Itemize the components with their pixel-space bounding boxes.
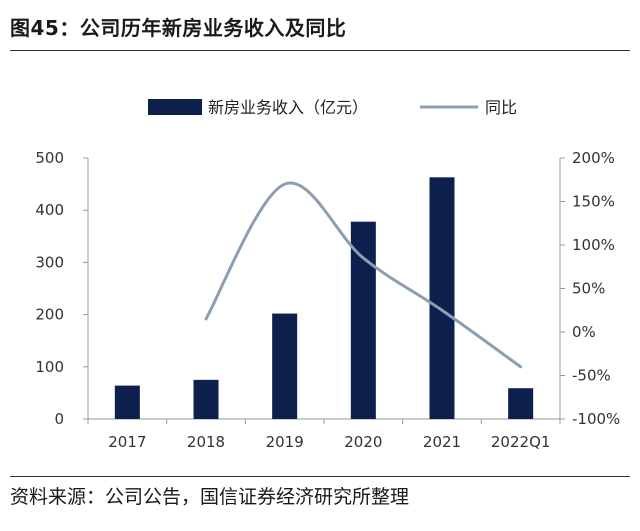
axes bbox=[83, 157, 565, 424]
line-series bbox=[204, 181, 523, 369]
figure-title: 图45：公司历年新房业务收入及同比 bbox=[10, 16, 347, 40]
tick-labels: 0 100 200 300 400 500 -100% -50% 0% 50% 100% 150% 20… bbox=[35, 149, 620, 451]
right-tick-label: 100% bbox=[572, 236, 615, 254]
title-divider bbox=[10, 50, 630, 51]
bar bbox=[272, 313, 298, 419]
legend-line-label: 同比 bbox=[485, 98, 517, 117]
legend: 新房业务收入（亿元） 同比 bbox=[148, 98, 517, 117]
left-tick-label: 0 bbox=[54, 410, 64, 428]
x-tick-label: 2020 bbox=[344, 433, 382, 451]
yoy-line bbox=[204, 181, 523, 369]
right-tick-label: -50% bbox=[572, 367, 611, 385]
source-note: 资料来源：公司公告，国信证券经济研究所整理 bbox=[10, 486, 410, 508]
left-tick-label: 500 bbox=[35, 149, 64, 167]
legend-bar-swatch bbox=[148, 99, 202, 115]
bar bbox=[350, 221, 376, 419]
left-tick-label: 400 bbox=[35, 201, 64, 219]
x-tick-label: 2022Q1 bbox=[491, 433, 551, 451]
right-tick-label: 50% bbox=[572, 280, 605, 298]
left-tick-label: 100 bbox=[35, 358, 64, 376]
bar-series bbox=[114, 177, 534, 419]
bar bbox=[114, 385, 140, 419]
legend-bar-label: 新房业务收入（亿元） bbox=[208, 98, 368, 117]
right-tick-label: 200% bbox=[572, 149, 615, 167]
bar bbox=[429, 177, 455, 419]
x-tick-label: 2018 bbox=[187, 433, 225, 451]
x-tick-label: 2017 bbox=[108, 433, 146, 451]
right-tick-label: 150% bbox=[572, 193, 615, 211]
bar bbox=[193, 379, 219, 419]
right-tick-label: -100% bbox=[572, 410, 620, 428]
chart: 新房业务收入（亿元） 同比 0 100 200 300 400 500 -100% -50% 0%… bbox=[35, 98, 620, 451]
footer-divider bbox=[10, 476, 630, 477]
right-tick-label: 0% bbox=[572, 323, 596, 341]
left-tick-label: 200 bbox=[35, 306, 64, 324]
left-tick-label: 300 bbox=[35, 253, 64, 271]
bar bbox=[508, 388, 534, 419]
x-tick-label: 2021 bbox=[423, 433, 461, 451]
x-tick-label: 2019 bbox=[266, 433, 304, 451]
